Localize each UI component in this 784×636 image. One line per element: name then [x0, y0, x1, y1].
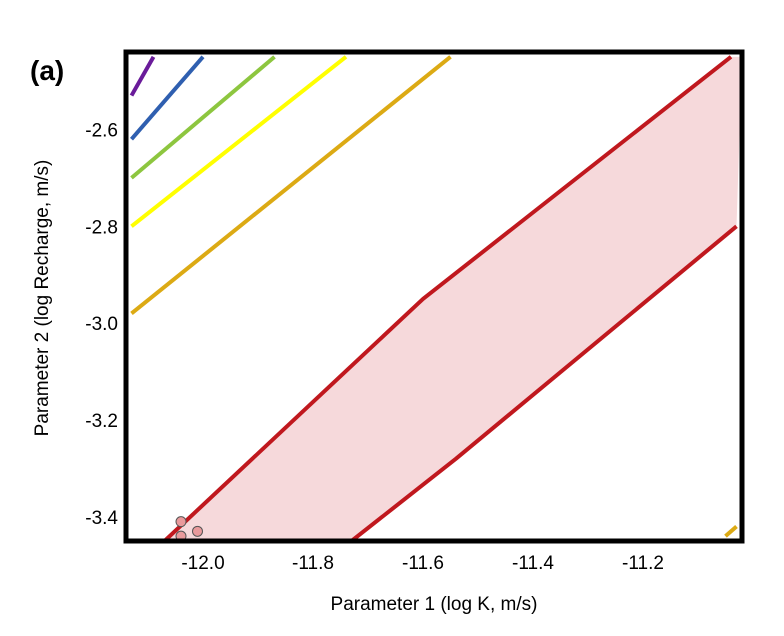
contour-line-6 — [724, 524, 738, 538]
panel-label: (a) — [30, 55, 64, 86]
x-tick-label: -11.8 — [292, 553, 334, 574]
plot-area — [123, 49, 745, 544]
contour-line-5 — [130, 55, 452, 316]
contour-line-1 — [129, 55, 156, 97]
y-tick-label: -3.4 — [85, 508, 118, 529]
contour-line-8 — [350, 224, 738, 541]
x-axis-label: Parameter 1 (log K, m/s) — [331, 594, 538, 615]
data-point — [192, 525, 203, 537]
y-tick-label: -3.0 — [85, 314, 118, 335]
contour-line-2 — [129, 55, 205, 141]
plot-frame — [123, 49, 745, 544]
x-tick-label: -11.2 — [622, 553, 664, 574]
contour-line-4 — [130, 55, 348, 228]
y-axis-label: Parameter 2 (log Recharge, m/s) — [32, 160, 53, 437]
y-tick-label: -2.6 — [85, 120, 118, 141]
x-tick-label: -11.4 — [512, 553, 554, 574]
contour-line-3 — [130, 55, 276, 180]
y-axis-ticks: -3.4 -3.2 -3.0 -2.8 -2.6 — [85, 120, 118, 528]
y-tick-label: -2.8 — [85, 217, 118, 238]
data-point — [175, 516, 187, 528]
confidence-region — [164, 56, 742, 541]
y-tick-label: -3.2 — [85, 411, 118, 432]
x-tick-label: -12.0 — [181, 553, 224, 574]
contour-line-7 — [163, 55, 733, 541]
x-tick-label: -11.6 — [402, 553, 444, 574]
x-axis-ticks: -12.0 -11.8 -11.6 -11.4 -11.2 — [181, 553, 664, 574]
